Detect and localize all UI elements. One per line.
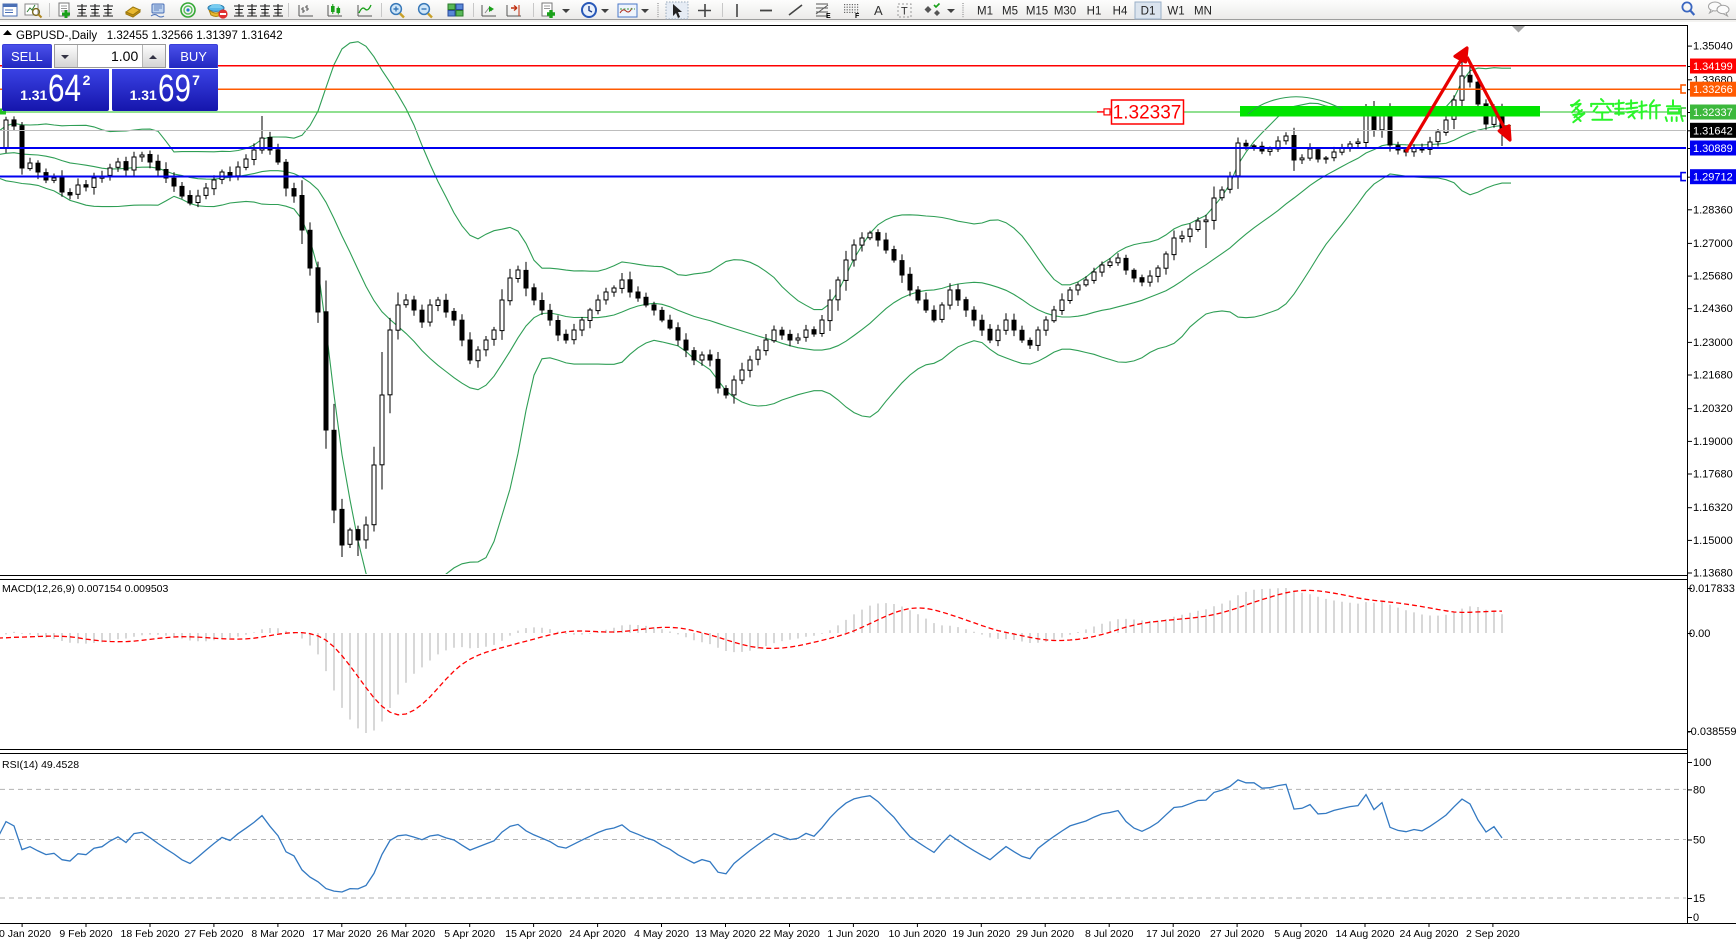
svg-text:24 Aug 2020: 24 Aug 2020 bbox=[1400, 928, 1459, 940]
svg-text:24 Apr 2020: 24 Apr 2020 bbox=[569, 928, 626, 940]
svg-text:1.32337: 1.32337 bbox=[1693, 107, 1733, 119]
svg-text:M30: M30 bbox=[1054, 6, 1076, 18]
svg-text:13 May 2020: 13 May 2020 bbox=[695, 928, 756, 940]
svg-text:MN: MN bbox=[1194, 6, 1212, 18]
svg-text:1.20320: 1.20320 bbox=[1693, 403, 1733, 415]
svg-text:27 Feb 2020: 27 Feb 2020 bbox=[184, 928, 243, 940]
svg-text:1.13680: 1.13680 bbox=[1693, 568, 1733, 580]
svg-text:F: F bbox=[855, 13, 860, 20]
svg-text:100: 100 bbox=[1693, 757, 1711, 769]
svg-text:1.23000: 1.23000 bbox=[1693, 337, 1733, 349]
svg-text:17 Jul 2020: 17 Jul 2020 bbox=[1146, 928, 1200, 940]
svg-text:1.21680: 1.21680 bbox=[1693, 370, 1733, 382]
svg-text:0: 0 bbox=[1693, 912, 1699, 924]
svg-text:-0.038559: -0.038559 bbox=[1687, 726, 1736, 738]
svg-text:1.25680: 1.25680 bbox=[1693, 271, 1733, 283]
svg-text:1.28360: 1.28360 bbox=[1693, 204, 1733, 216]
svg-text:0.00: 0.00 bbox=[1689, 628, 1710, 640]
svg-text:1.19000: 1.19000 bbox=[1693, 436, 1733, 448]
svg-text:15: 15 bbox=[1693, 893, 1705, 905]
svg-text:30 Jan 2020: 30 Jan 2020 bbox=[0, 928, 51, 940]
svg-text:50: 50 bbox=[1693, 835, 1705, 847]
svg-text:14 Aug 2020: 14 Aug 2020 bbox=[1336, 928, 1395, 940]
svg-text:1.31642: 1.31642 bbox=[1693, 125, 1733, 137]
svg-text:9 Feb 2020: 9 Feb 2020 bbox=[59, 928, 112, 940]
svg-text:1.24360: 1.24360 bbox=[1693, 303, 1733, 315]
svg-text:M5: M5 bbox=[1002, 6, 1018, 18]
svg-text:1.34199: 1.34199 bbox=[1693, 61, 1733, 73]
svg-text:15 Apr 2020: 15 Apr 2020 bbox=[505, 928, 562, 940]
svg-text:27 Jul 2020: 27 Jul 2020 bbox=[1210, 928, 1264, 940]
svg-text:1.32337: 1.32337 bbox=[1113, 103, 1182, 124]
svg-text:1.30889: 1.30889 bbox=[1693, 143, 1733, 155]
svg-text:5 Aug 2020: 5 Aug 2020 bbox=[1274, 928, 1327, 940]
svg-text:19 Jun 2020: 19 Jun 2020 bbox=[952, 928, 1010, 940]
svg-text:1.33266: 1.33266 bbox=[1693, 84, 1733, 96]
svg-text:17 Mar 2020: 17 Mar 2020 bbox=[312, 928, 371, 940]
svg-text:1.29712: 1.29712 bbox=[1693, 172, 1733, 184]
svg-text:D1: D1 bbox=[1141, 6, 1156, 18]
svg-text:26 Mar 2020: 26 Mar 2020 bbox=[376, 928, 435, 940]
svg-text:H4: H4 bbox=[1113, 6, 1128, 18]
svg-text:MACD(12,26,9) 0.007154 0.00950: MACD(12,26,9) 0.007154 0.009503 bbox=[2, 583, 169, 595]
svg-text:4 May 2020: 4 May 2020 bbox=[634, 928, 689, 940]
svg-text:5 Apr 2020: 5 Apr 2020 bbox=[444, 928, 495, 940]
svg-text:GBPUSD-,Daily 1.32455 1.3256: GBPUSD-,Daily 1.32455 1.32566 1.31397 1.… bbox=[16, 30, 283, 42]
svg-text:W1: W1 bbox=[1167, 6, 1184, 18]
svg-text:1.15000: 1.15000 bbox=[1693, 535, 1733, 547]
svg-text:80: 80 bbox=[1693, 784, 1705, 796]
svg-text:1.16320: 1.16320 bbox=[1693, 502, 1733, 514]
svg-text:T: T bbox=[901, 6, 908, 18]
svg-text:M1: M1 bbox=[977, 6, 993, 18]
svg-text:10 Jun 2020: 10 Jun 2020 bbox=[888, 928, 946, 940]
svg-text:M15: M15 bbox=[1026, 6, 1048, 18]
svg-text:H1: H1 bbox=[1087, 6, 1102, 18]
svg-text:1.17680: 1.17680 bbox=[1693, 469, 1733, 481]
svg-text:A: A bbox=[874, 3, 883, 18]
svg-text:1 Jun 2020: 1 Jun 2020 bbox=[827, 928, 879, 940]
svg-text:29 Jun 2020: 29 Jun 2020 bbox=[1016, 928, 1074, 940]
svg-text:0.017833: 0.017833 bbox=[1689, 583, 1735, 595]
svg-text:1.35040: 1.35040 bbox=[1693, 41, 1733, 53]
svg-text:2 Sep 2020: 2 Sep 2020 bbox=[1466, 928, 1520, 940]
svg-text:RSI(14) 49.4528: RSI(14) 49.4528 bbox=[2, 759, 79, 771]
svg-text:18 Feb 2020: 18 Feb 2020 bbox=[121, 928, 180, 940]
svg-text:8 Jul 2020: 8 Jul 2020 bbox=[1085, 928, 1134, 940]
svg-text:8 Mar 2020: 8 Mar 2020 bbox=[251, 928, 304, 940]
svg-text:1.27000: 1.27000 bbox=[1693, 238, 1733, 250]
svg-text:22 May 2020: 22 May 2020 bbox=[759, 928, 820, 940]
svg-text:E: E bbox=[826, 13, 831, 20]
